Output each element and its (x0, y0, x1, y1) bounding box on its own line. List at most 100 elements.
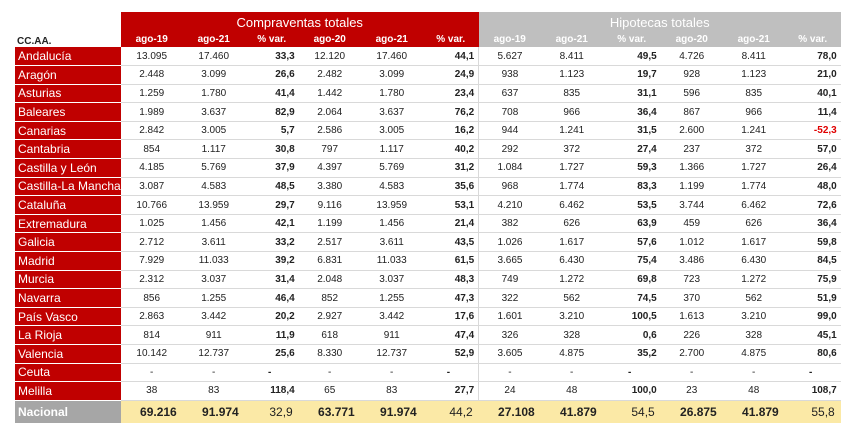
value-cell: 1.117 (360, 139, 423, 160)
pct-cell: 23,4 (422, 84, 479, 104)
total-cell: 63.771 (298, 400, 361, 423)
pct-cell: 61,5 (422, 251, 479, 271)
pct-cell: 47,4 (422, 325, 479, 345)
pct-cell: 39,2 (244, 251, 299, 271)
value-cell: 6.430 (540, 251, 603, 271)
table-row: Castilla y León 4.185 5.769 37,9 4.397 5.769 3… (15, 158, 841, 178)
value-cell: 1.259 (120, 84, 183, 104)
region-label: Ceuta (15, 363, 121, 383)
table-row: Valencia 10.142 12.737 25,6 8.330 12.737 52,9 3… (15, 344, 841, 364)
value-cell: 708 (478, 102, 541, 122)
value-cell: 24 (478, 381, 541, 401)
value-cell: 1.272 (540, 270, 603, 290)
pct-cell: 75,4 (602, 251, 661, 271)
value-cell: 292 (478, 139, 541, 160)
value-cell: 4.875 (540, 344, 603, 364)
region-label: Murcia (15, 270, 121, 290)
value-cell: 2.312 (120, 270, 183, 290)
value-cell: 1.199 (298, 214, 361, 234)
value-cell: 13.959 (360, 195, 423, 215)
pct-cell: 59,8 (784, 232, 841, 253)
value-cell: 562 (540, 288, 603, 308)
value-cell: 5.769 (182, 158, 245, 178)
pct-cell: 36,4 (784, 214, 841, 234)
value-cell: 1.774 (722, 177, 785, 197)
pct-cell: 63,9 (602, 214, 661, 234)
total-cell: 41.879 (540, 400, 603, 423)
value-cell: 626 (540, 214, 603, 234)
value-cell: 4.210 (478, 195, 541, 215)
table-row: Melilla 38 83 118,4 65 83 27,7 24 48 100,0 23 48 108… (15, 381, 841, 401)
region-label: Castilla y León (15, 158, 121, 178)
pct-cell: 53,5 (602, 195, 661, 215)
value-cell: 4.397 (298, 158, 361, 178)
value-cell: 1.025 (120, 214, 183, 234)
value-cell: 226 (660, 325, 723, 345)
pct-cell: 43,5 (422, 232, 479, 253)
value-cell: 10.766 (120, 195, 183, 215)
value-cell: 938 (478, 65, 541, 85)
pct-cell: 30,8 (244, 139, 299, 160)
value-cell: 2.712 (120, 232, 183, 253)
value-cell: 17.460 (360, 47, 423, 67)
pct-cell: 53,1 (422, 195, 479, 215)
value-cell: 12.737 (182, 344, 245, 364)
region-label: Extremadura (15, 214, 121, 234)
table-row: Cantabria 854 1.117 30,8 797 1.117 40,2 292 372 2… (15, 139, 841, 160)
column-header: % var. (784, 32, 841, 47)
region-label: Aragón (15, 65, 121, 85)
value-cell: - (540, 363, 603, 383)
value-cell: 1.255 (182, 288, 245, 308)
pct-cell: 59,3 (602, 158, 661, 178)
pct-cell: 80,6 (784, 344, 841, 364)
value-cell: 8.330 (298, 344, 361, 364)
value-cell: 237 (660, 139, 723, 160)
pct-cell: - (244, 363, 299, 383)
value-cell: 65 (298, 381, 361, 401)
pct-cell: 52,9 (422, 344, 479, 364)
pct-cell: 44,1 (422, 47, 479, 67)
pct-cell: 69,8 (602, 270, 661, 290)
value-cell: - (360, 363, 423, 383)
value-cell: 11.033 (360, 251, 423, 271)
column-header: ago-20 (298, 32, 361, 47)
value-cell: 328 (540, 325, 603, 345)
value-cell: 3.637 (182, 102, 245, 122)
table-row: Murcia 2.312 3.037 31,4 2.048 3.037 48,3 749 1.2… (15, 270, 841, 290)
value-cell: 928 (660, 65, 723, 85)
column-header: % var. (602, 32, 661, 47)
value-cell: 3.611 (182, 232, 245, 253)
pct-cell: 31,5 (602, 121, 661, 141)
value-cell: 3.005 (182, 121, 245, 141)
value-cell: 4.875 (722, 344, 785, 364)
table-row: Madrid 7.929 11.033 39,2 6.831 11.033 61,5 3.66… (15, 251, 841, 271)
table-row: Galicia 2.712 3.611 33,2 2.517 3.611 43,5 1.026… (15, 232, 841, 253)
value-cell: 372 (540, 139, 603, 160)
value-cell: 3.099 (182, 65, 245, 85)
region-label: Baleares (15, 102, 121, 122)
value-cell: 1.617 (722, 232, 785, 253)
value-cell: 3.037 (182, 270, 245, 290)
value-cell: 459 (660, 214, 723, 234)
column-header: % var. (422, 32, 479, 47)
value-cell: 3.605 (478, 344, 541, 364)
pct-cell: 84,5 (784, 251, 841, 271)
pct-cell: 100,5 (602, 307, 661, 327)
pct-cell: 29,7 (244, 195, 299, 215)
column-header: % var. (244, 32, 299, 47)
pct-cell: - (784, 363, 841, 383)
table-row: Navarra 856 1.255 46,4 852 1.255 47,3 322 562 74,… (15, 288, 841, 308)
value-cell: 1.123 (540, 65, 603, 85)
value-cell: 2.517 (298, 232, 361, 253)
value-cell: 2.863 (120, 307, 183, 327)
value-cell: 4.726 (660, 47, 723, 67)
value-cell: 3.005 (360, 121, 423, 141)
value-cell: 370 (660, 288, 723, 308)
total-cell: 27.108 (478, 400, 541, 423)
pct-cell: 25,6 (244, 344, 299, 364)
region-label: Valencia (15, 344, 121, 364)
pct-cell: 0,6 (602, 325, 661, 345)
pct-cell: 78,0 (784, 47, 841, 67)
value-cell: 596 (660, 84, 723, 104)
value-cell: 2.482 (298, 65, 361, 85)
